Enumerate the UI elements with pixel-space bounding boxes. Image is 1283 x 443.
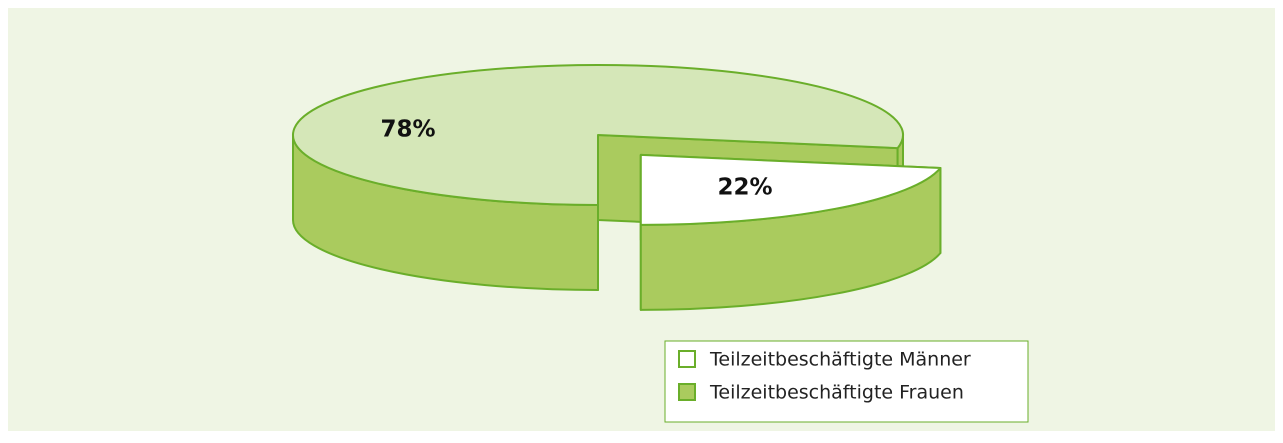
data-label: 22%	[717, 175, 772, 201]
data-label: 78%	[380, 117, 435, 143]
legend-box	[664, 340, 1029, 423]
legend-label: Teilzeitbeschäftigte Frauen	[709, 382, 964, 404]
slice-top	[291, 64, 904, 206]
slice	[639, 153, 942, 311]
slice-top	[639, 153, 942, 226]
legend: Teilzeitbeschäftigte Männer Teilzeitbesch…	[678, 349, 971, 404]
legend-swatch	[678, 350, 696, 368]
pie: 78% 22%	[291, 64, 942, 311]
legend-label: Teilzeitbeschäftigte Männer	[709, 349, 971, 371]
legend-swatch	[678, 383, 696, 401]
